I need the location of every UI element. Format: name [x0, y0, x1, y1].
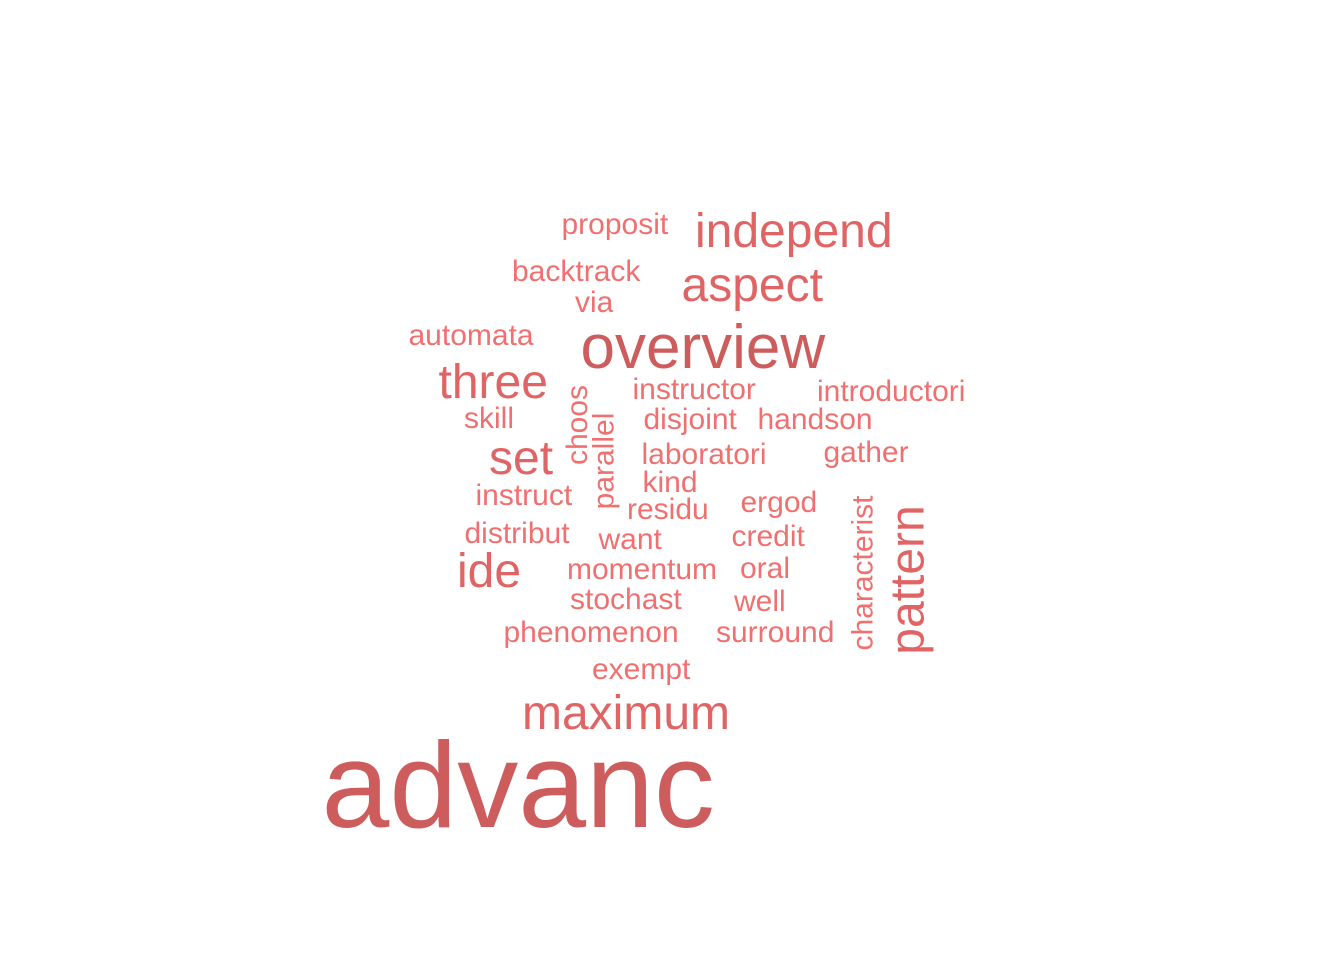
word-overview: overview — [580, 313, 826, 382]
word-stochast: stochast — [570, 583, 682, 616]
word-momentum: momentum — [567, 553, 718, 586]
word-independ: independ — [695, 205, 893, 258]
word-exempt: exempt — [592, 653, 691, 686]
word-advanc: advanc — [321, 717, 715, 853]
word-ide: ide — [457, 545, 522, 598]
word-laboratori: laboratori — [641, 438, 767, 471]
word-maximum: maximum — [522, 687, 731, 740]
word-credit: credit — [731, 520, 805, 553]
word-kind: kind — [642, 466, 698, 499]
word-instruct: instruct — [475, 479, 573, 512]
word-skill: skill — [464, 402, 514, 435]
word-set: set — [489, 432, 554, 485]
word-disjoint: disjoint — [643, 403, 737, 436]
word-backtrack: backtrack — [512, 255, 641, 288]
word-introductori: introductori — [817, 375, 966, 408]
word-via: via — [575, 286, 614, 319]
word-ergod: ergod — [740, 486, 818, 519]
word-parallel: parallel — [586, 412, 620, 510]
word-want: want — [598, 523, 662, 556]
word-phenomenon: phenomenon — [503, 616, 679, 649]
word-three: three — [438, 356, 548, 409]
word-proposit: proposit — [561, 208, 669, 241]
word-distribut: distribut — [464, 517, 570, 550]
word-gather: gather — [823, 436, 909, 469]
word-characterist: characterist — [846, 495, 880, 651]
word-pattern: pattern — [881, 505, 935, 655]
word-instructor: instructor — [632, 373, 756, 406]
word-automata: automata — [408, 319, 534, 352]
word-aspect: aspect — [681, 259, 823, 312]
word-residu: residu — [627, 493, 709, 526]
word-well: well — [734, 585, 786, 618]
word-oral: oral — [740, 552, 791, 585]
word-surround: surround — [716, 616, 835, 649]
word-handson: handson — [757, 403, 873, 436]
